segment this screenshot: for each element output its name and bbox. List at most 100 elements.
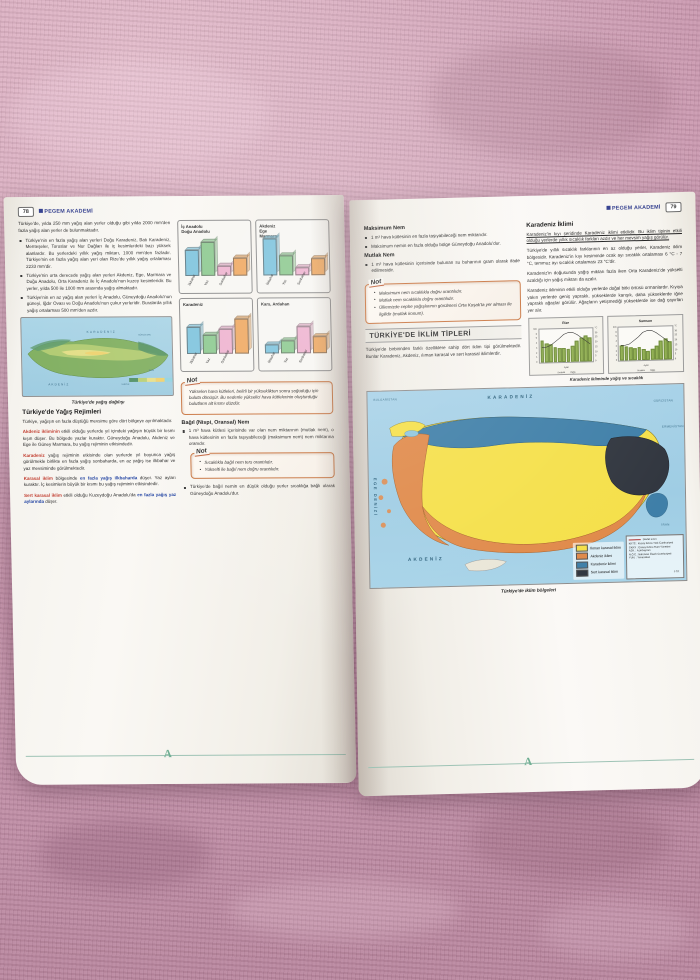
seasonal-precipitation-charts: İç Anadolu Doğu Anadolu KışİlkbaharYazSo…	[177, 219, 333, 373]
note-list-item: Sıcaklıkla bağıl nem ters orantılıdır.	[204, 459, 328, 466]
sea-label-akdeniz: AKDENİZ	[407, 556, 444, 563]
highlight-karadeniz: Karadeniz	[23, 452, 45, 458]
list-item: 1 m³ hava kütlesi içerisinde var olan ne…	[188, 427, 334, 447]
svg-text:SURİYE: SURİYE	[121, 383, 130, 386]
map-scale: 0 TR	[673, 569, 680, 573]
right-page-number: 79	[665, 201, 682, 212]
note-label: Not	[368, 277, 384, 287]
highlight-karasal: Karasal iklim	[23, 475, 53, 481]
regime-paragraph-karasal: Karasal iklim bölgesinde en fazla yağış …	[23, 474, 176, 488]
climate-axis-left: mm 6 5 4 3 2 1 0	[612, 326, 618, 362]
karadeniz-paragraph-4: Karadeniz ikliminin etkili olduğu yerler…	[527, 284, 684, 313]
abbrev-line: YUN. : Yunanistan	[628, 555, 651, 560]
climate-chart-title: Rize	[562, 320, 570, 326]
note-label: Not	[193, 446, 210, 456]
regime-paragraph-sert-karasal: Sert karasal iklim etkili olduğu Kuzeydo…	[24, 491, 177, 505]
chart-axis-labels: KışİlkbaharYazSonbahar	[179, 349, 231, 365]
legend-swatch-sert	[576, 569, 589, 577]
precipitation-map-caption: Türkiye'de yağış dağılışı	[71, 399, 125, 405]
chart-akdeniz-ege-marmara: Akdeniz Ege Marmara KışİlkbaharYazSonbah…	[255, 219, 331, 294]
climate-legend: Sıcaklık Yağış	[637, 369, 656, 372]
karadeniz-paragraph-1: Karadeniz'in kıyı şeridinde Karadeniz ik…	[526, 227, 682, 244]
chart-karadeniz: Karadeniz KışİlkbaharYazSonbahar	[178, 297, 255, 373]
left-page: 78 PEGEM AKADEMİ Türkiye'de, yılda 250 m…	[3, 195, 357, 785]
legend-item: Ilıman karasal iklim	[575, 544, 621, 553]
karadeniz-paragraph-3: Karadeniz'in doğusunda yağış miktarı faz…	[527, 267, 683, 283]
note-label: Not	[184, 376, 200, 385]
note-text: Yükselen hava kütleleri, belirli bir yük…	[188, 388, 319, 407]
chart-title: Karadeniz	[182, 301, 204, 308]
svg-text:İRAN: İRAN	[149, 369, 155, 372]
list-item: 1 m³ hava kütlesinin içerisinde bulunan …	[371, 257, 520, 273]
climate-legend: Sıcaklık Yağış	[557, 371, 576, 374]
climate-regions-map: KARADENİZ AKDENİZ EGE DENİZİ BULGARİSTAN…	[366, 383, 688, 590]
bagil-nem-bullets-2: Türkiye'de bağıl nemin en düşük olduğu y…	[183, 483, 335, 497]
legend-swatch-karadeniz	[576, 561, 589, 569]
legend-item: Akdeniz iklimi	[575, 552, 621, 561]
legend-swatch-iliman	[575, 544, 588, 553]
sea-label-ege: EGE DENİZİ	[372, 477, 379, 517]
chart-kars-ardahan: Kars, Ardahan KışİlkbaharYazSonbahar	[256, 297, 333, 372]
chart-bars	[184, 232, 251, 276]
chart-title: Kars, Ardahan	[260, 301, 290, 307]
note-list: Sıcaklıkla bağıl nem ters orantılıdır. Y…	[198, 459, 328, 474]
left-page-number: 78	[17, 206, 34, 217]
chart-ic-anadolu: İç Anadolu Doğu Anadolu KışİlkbaharYazSo…	[177, 219, 253, 295]
climate-x-label: Aylar	[643, 364, 649, 368]
list-item: Türkiye'nin en az yağış alan yerleri İç …	[26, 293, 172, 313]
legend-item: Sert karasal iklim	[576, 568, 621, 577]
country-label-gurcistan: GÜRCİSTAN	[653, 398, 674, 403]
note-list-item: Ülkemizde cephe yağışlarının görülmesi O…	[379, 302, 515, 318]
climate-temp-curve	[541, 332, 590, 348]
country-label-iran: İRAN	[661, 522, 670, 527]
right-page: PEGEM AKADEMİ 79 Maksimum Nem 1 m³ hava …	[349, 191, 700, 797]
map-abbreviation-legend: Devlet sınırı KKTC : Kuzey Kıbrıs Türk C…	[625, 534, 685, 580]
note-box-clouds: Not Yükselen hava kütleleri, belirli bir…	[180, 376, 334, 415]
section-title-yagis-rejimleri: Türkiye'de Yağış Rejimleri	[22, 408, 102, 416]
chart-bars	[262, 231, 329, 276]
intro-paragraph: Türkiye'de, yılda 250 mm yağış alan yerl…	[18, 220, 171, 233]
map-legend: Ilıman karasal iklim Akdeniz iklimi Kara…	[572, 541, 625, 580]
list-item: Türkiye'nin en fazla yağış alan yerleri …	[25, 236, 172, 269]
right-page-column-2: Karadeniz İklimi Karadeniz'in kıyı şerid…	[526, 216, 685, 383]
banner-iklim-tipleri: TÜRKİYE'DE İKLİM TİPLERİ	[365, 325, 522, 344]
note-list: Maksimum nem sıcaklıkla doğru orantılıdı…	[373, 287, 515, 318]
publisher-logo: PEGEM AKADEMİ	[38, 208, 93, 214]
regime-paragraph-karadeniz: Karadeniz yağış rejiminin etkisinde olan…	[23, 451, 176, 471]
note-box-nem: Not Maksimum nem sıcaklıkla doğru orantı…	[364, 277, 521, 325]
section-intro: Türkiye, yağışın en fazla düştüğü mevsim…	[22, 418, 173, 425]
chart-bars	[264, 309, 330, 354]
highlight-akdeniz: Akdeniz ikliminin	[22, 429, 60, 435]
banner-intro-text: Türkiye'de birbirinden farklı özellikler…	[365, 343, 522, 359]
footer-glyph-a: A	[163, 748, 172, 761]
precipitation-bullet-list: Türkiye'nin en fazla yağış alan yerleri …	[18, 237, 172, 314]
climate-axis-right: °C 30 25 20 15 10 5 0	[594, 327, 598, 363]
highlight-sert-karasal: Sert karasal iklim	[24, 492, 62, 498]
list-item: Türkiye'de bağıl nemin en düşük olduğu y…	[189, 483, 336, 496]
climate-axis-left: mm 6 5 4 3 2 1 0	[533, 328, 538, 364]
svg-text:GÜRCİSTAN: GÜRCİSTAN	[138, 334, 151, 337]
publisher-logo: PEGEM AKADEMİ	[606, 204, 661, 211]
svg-text:KARADENİZ: KARADENİZ	[87, 329, 116, 334]
karadeniz-paragraph-2: Türkiye'de yıllık sıcaklık farklarının e…	[526, 244, 683, 267]
climate-diagrams: Rize mm 6 5 4 3 2 1 0 °C 30 25 20 15 10 5 0	[527, 314, 685, 376]
regime-paragraph-akdeniz: Akdeniz ikliminin etkili olduğu yerlerde…	[22, 428, 175, 448]
svg-text:AKDENİZ: AKDENİZ	[48, 381, 69, 386]
maksimum-nem-bullets: 1 m³ hava kütlesinin en fazla taşıyabile…	[364, 231, 520, 250]
climate-x-label: Aylar	[563, 366, 569, 370]
footer-glyph-a: A	[524, 755, 533, 769]
country-label-ermenistan: ERMENİSTAN	[661, 424, 684, 429]
climate-chart-title: Samsun	[638, 318, 653, 324]
note-list-item: Yükselti ile bağıl nem doğru orantılıdır…	[205, 466, 329, 473]
country-label-bulgaristan: BULGARİSTAN	[373, 397, 398, 402]
bagil-nem-bullets: 1 m³ hava kütlesi içerisinde var olan ne…	[182, 427, 334, 447]
note-box-bagil-nem: Not Sıcaklıkla bağıl nem ters orantılıdı…	[190, 446, 335, 480]
legend-swatch-akdeniz	[575, 552, 588, 561]
climate-temp-curve	[621, 330, 670, 346]
open-textbook: 78 PEGEM AKADEMİ Türkiye'de, yılda 250 m…	[0, 191, 700, 806]
left-page-column-2: İç Anadolu Doğu Anadolu KışİlkbaharYazSo…	[177, 219, 335, 508]
climate-chart-rize: Rize mm 6 5 4 3 2 1 0 °C 30 25 20 15 10 5 0	[527, 316, 605, 376]
left-page-column-1: Türkiye'de, yılda 250 mm yağış alan yerl…	[18, 220, 176, 509]
climate-axis-right: °C 30 25 20 15 10 5 0	[674, 325, 678, 361]
chart-bars	[186, 310, 252, 354]
